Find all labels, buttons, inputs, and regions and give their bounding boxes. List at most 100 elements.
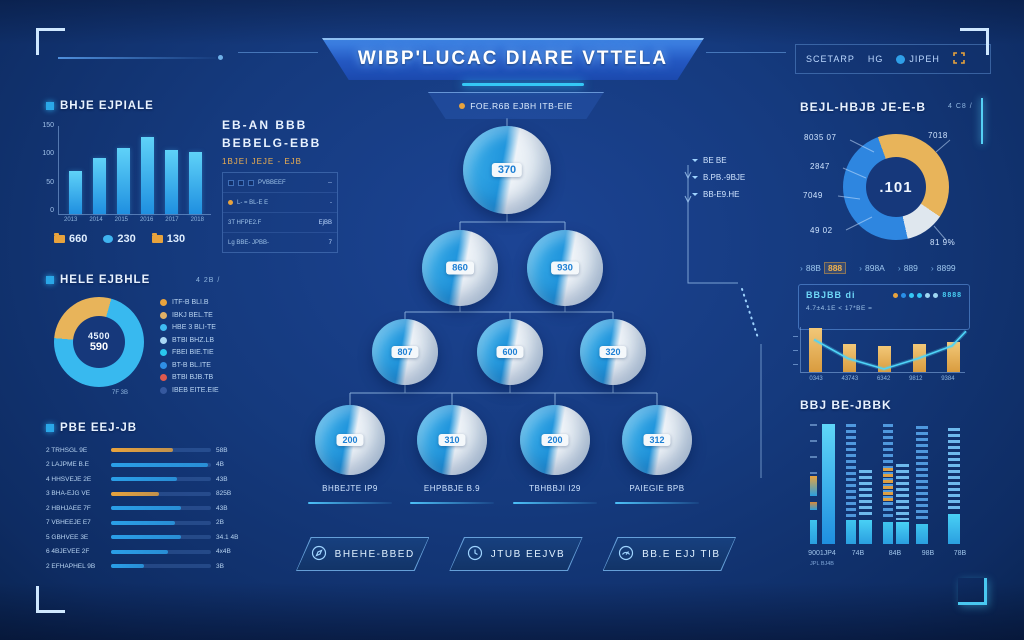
tree-node[interactable]: 860 xyxy=(422,230,498,306)
trend-x-label: 6342 xyxy=(876,376,891,382)
stack-column-sublabel: JPL BJ4B xyxy=(810,561,834,567)
ranking-row: 7 VBHEEJE E7 2B xyxy=(46,519,242,527)
legend-item[interactable]: IBKJ BEL.TE xyxy=(160,311,219,319)
top-line-decoration xyxy=(58,57,216,59)
midpanel-row-value: - xyxy=(330,199,332,206)
tree-node[interactable]: 312 xyxy=(622,405,692,475)
ranking-row-value: 4B xyxy=(216,461,224,468)
tree-node-value: 320 xyxy=(599,346,627,358)
tree-node-value: 370 xyxy=(491,163,523,177)
square-marker-icon xyxy=(228,179,234,186)
midpanel-row-text: 3T HFPE2.F xyxy=(228,219,262,226)
visits-stats-row: 660 230 130 xyxy=(54,233,219,245)
midpanel-table-row: 3T HFPE2.F EjBB xyxy=(223,213,337,233)
corner-bracket-top-left xyxy=(36,28,65,55)
menu-item-hg[interactable]: HG xyxy=(868,54,884,64)
tab-item-0[interactable]: › 88B 888 xyxy=(800,262,847,274)
stack-column-segment xyxy=(883,468,893,502)
tree-node[interactable]: 200 xyxy=(520,405,590,475)
status-dot-icon xyxy=(896,54,906,64)
trend-x-axis: 0343 43743 6342 9812 9384 xyxy=(800,376,964,382)
tab-item-2[interactable]: › 889 xyxy=(898,263,918,273)
tree-node[interactable]: 310 xyxy=(417,405,487,475)
footer-button[interactable]: BB.E EJJ TIB xyxy=(602,537,736,571)
midpanel-row-value: -- xyxy=(328,179,332,186)
donut-callout-label: 81 9% xyxy=(930,238,956,247)
ranking-row-value: 34.1 4B xyxy=(216,533,239,541)
donut-callout-label: 7049 xyxy=(803,191,823,200)
tree-node[interactable]: 370 xyxy=(463,126,551,214)
x-tick-label: 2014 xyxy=(89,217,103,223)
trend-y-tick xyxy=(793,364,798,365)
visits-bars xyxy=(59,128,211,214)
fullscreen-icon[interactable] xyxy=(953,52,965,66)
legend-item[interactable]: FBEI BIE.TIE xyxy=(160,349,219,356)
legend-dot-icon xyxy=(160,299,167,306)
stack-column-label: 74B xyxy=(851,550,865,557)
legend-dot-icon xyxy=(160,311,167,319)
legend-item[interactable]: IBEB EITE.EIE xyxy=(160,386,219,394)
trend-dot-icon xyxy=(901,292,907,298)
tree-node[interactable]: 320 xyxy=(580,319,646,385)
stack-column-segment xyxy=(948,514,960,544)
stat-value: 230 xyxy=(117,233,136,245)
menu-item-scetarp[interactable]: SCETARP xyxy=(806,54,855,64)
legend-item[interactable]: BTBI BJB.TB xyxy=(160,374,219,381)
legend-dot-icon xyxy=(160,361,167,369)
tree-node[interactable]: 600 xyxy=(477,319,543,385)
tab-item-3[interactable]: › 8899 xyxy=(931,263,956,273)
ranking-bar-track xyxy=(111,549,211,554)
legend-item[interactable]: BTBI BHZ.LB xyxy=(160,336,219,344)
footer-button[interactable]: BHEHE-BBED xyxy=(296,537,430,571)
tree-node-label: PAIEGIE BPB xyxy=(629,484,685,493)
tree-node-underline xyxy=(308,502,392,504)
ranking-row-label: 2 HBHJAEE 7F xyxy=(46,504,91,512)
tab-badge: 888 xyxy=(823,262,847,274)
y-tick-label: 50 xyxy=(46,178,54,186)
ranking-row-label: 5 GBHVEE 3E xyxy=(46,533,89,541)
tree-node-value: 310 xyxy=(438,434,466,446)
stack-column-label: 84B xyxy=(888,550,902,557)
legend-label: BTBI BJB.TB xyxy=(172,374,214,381)
tree-node-value: 860 xyxy=(446,261,474,275)
legend-item[interactable]: ITF-B BLI.B xyxy=(160,299,219,306)
tree-node[interactable]: 807 xyxy=(372,319,438,385)
legend-item[interactable]: BT-B BL.ITE xyxy=(160,361,219,369)
sales-section-controls[interactable]: 4 2B / xyxy=(196,277,221,284)
footer-button-inner: BB.E EJJ TIB xyxy=(603,538,735,570)
donut-callout-label: 2847 xyxy=(810,162,830,171)
tree-node[interactable]: 200 xyxy=(315,405,385,475)
title-underline xyxy=(462,83,584,86)
tree-annotation: BB-E9.HE xyxy=(692,190,745,199)
legend-dot-icon xyxy=(160,386,167,394)
donut-callout-label: 7018 xyxy=(928,131,948,140)
ranking-bar-fill xyxy=(111,564,144,568)
legend-label: HBE 3 BLI-TE xyxy=(172,324,216,331)
caret-icon: › xyxy=(859,263,862,273)
menu-item-jipeh[interactable]: JIPEH xyxy=(896,54,940,64)
tree-node[interactable]: 930 xyxy=(527,230,603,306)
ranking-bar-fill xyxy=(111,477,177,481)
legend-dot-icon xyxy=(160,349,167,356)
dot-blue-icon xyxy=(103,235,114,243)
trend-dot-icon xyxy=(925,292,931,298)
ranking-row-value: 58B xyxy=(216,446,228,454)
x-tick-label: 2018 xyxy=(190,217,204,223)
stack-column-segment xyxy=(810,520,817,544)
topbar-menu: SCETARP HG JIPEH xyxy=(795,44,991,74)
ranking-row-value: 3B xyxy=(216,562,224,570)
ranking-row: 5 GBHVEE 3E 34.1 4B xyxy=(46,533,242,541)
menu-item-label: HG xyxy=(867,54,884,64)
invest-section-controls[interactable]: 4 C8 / xyxy=(948,103,973,110)
x-tick-label: 2015 xyxy=(114,217,128,223)
stack-column-segment xyxy=(896,522,909,544)
invest-donut-chart: .101 xyxy=(843,134,949,240)
tab-item-1[interactable]: › 898A xyxy=(859,263,885,273)
footer-button[interactable]: JTUB EEJVB xyxy=(449,537,583,571)
legend-item[interactable]: HBE 3 BLI-TE xyxy=(160,324,219,331)
ranking-bar-list: 2 TRHSGL 9E 58B 2 LAJPME B.E 4B 4 HHSVEJE 2E… xyxy=(46,446,242,570)
square-marker-icon xyxy=(238,179,244,186)
footer-button-inner: JTUB EEJVB xyxy=(450,538,582,570)
trend-bar xyxy=(843,344,856,372)
banner-wing-left xyxy=(238,52,318,53)
